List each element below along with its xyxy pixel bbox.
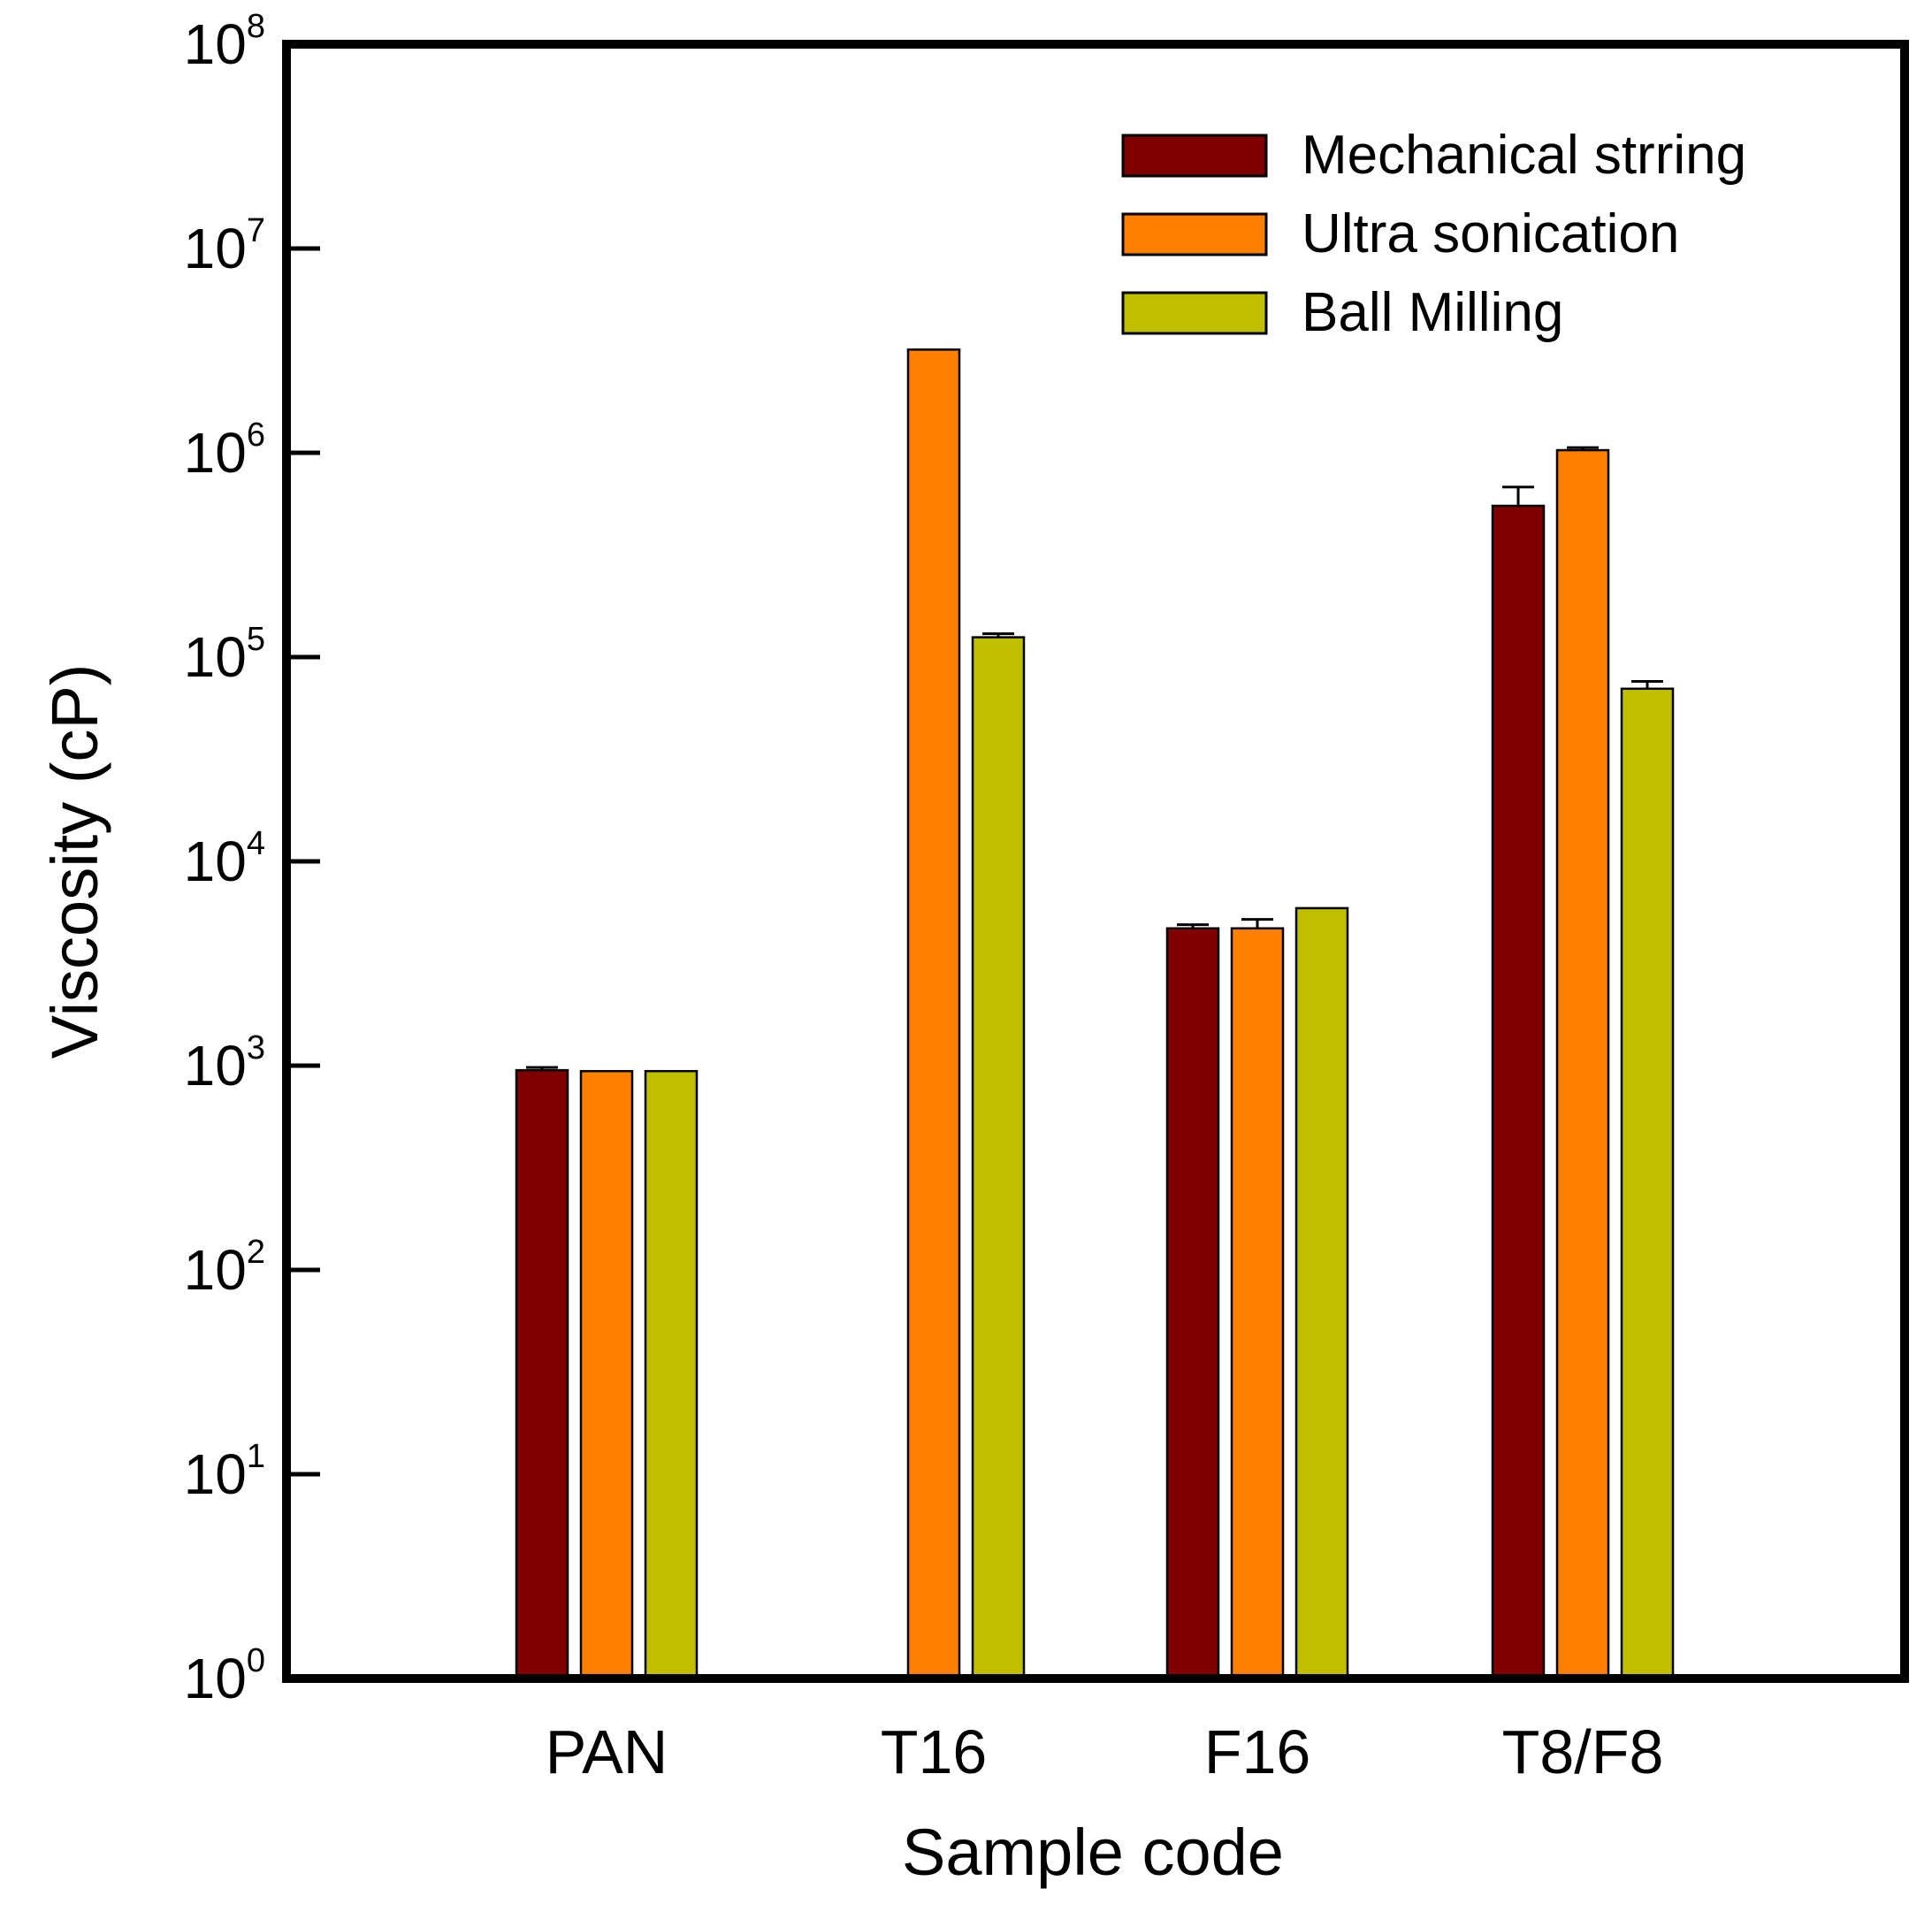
y-tick-label: 107: [184, 212, 265, 280]
bar-t8-f8-series-3: [1620, 687, 1675, 1680]
y-tick-label: 101: [184, 1438, 265, 1506]
legend: Mechanical strring Ultra sonication Ball M…: [1121, 125, 1746, 343]
bar-f16-series-2: [1230, 927, 1285, 1680]
bar-t16-series-2: [906, 348, 961, 1680]
plot-frame: [282, 40, 1909, 1683]
legend-swatch: [1121, 291, 1268, 335]
x-axis: PAN T16 F16 T8/F8: [546, 1717, 1664, 1786]
legend-label: Ultra sonication: [1302, 203, 1679, 264]
bar-f16-series-1: [1165, 927, 1220, 1680]
x-tick-label: T16: [881, 1717, 988, 1786]
legend-swatch: [1121, 134, 1268, 178]
y-tick-label: 103: [184, 1029, 265, 1097]
bar-t8-f8-series-1: [1491, 504, 1546, 1680]
x-axis-title: Sample code: [902, 1816, 1284, 1889]
x-tick-label: PAN: [546, 1717, 668, 1786]
bar-t8-f8-series-2: [1555, 448, 1610, 1680]
legend-label: Mechanical strring: [1302, 125, 1746, 186]
bar-pan-series-1: [515, 1068, 569, 1680]
y-axis-title: Viscosity (cP): [38, 664, 111, 1059]
bar-pan-series-3: [644, 1069, 699, 1680]
legend-label: Ball Milling: [1302, 282, 1563, 343]
y-tick-label: 104: [184, 825, 265, 893]
bar-pan-series-2: [579, 1069, 634, 1680]
y-tick-label: 106: [184, 417, 265, 485]
bar-f16-series-3: [1294, 906, 1349, 1680]
x-tick-label: T8/F8: [1502, 1717, 1664, 1786]
y-tick-label: 105: [184, 621, 265, 689]
y-tick-label: 108: [184, 8, 265, 76]
y-tick-label: 102: [184, 1234, 265, 1302]
x-tick-label: F16: [1204, 1717, 1311, 1786]
y-tick-label: 100: [184, 1642, 265, 1710]
bar-t16-series-3: [971, 636, 1026, 1680]
y-axis: 100 101 102 103 104 105 106 107 108: [184, 8, 320, 1710]
bars-layer: [515, 348, 1675, 1680]
legend-swatch: [1121, 212, 1268, 256]
